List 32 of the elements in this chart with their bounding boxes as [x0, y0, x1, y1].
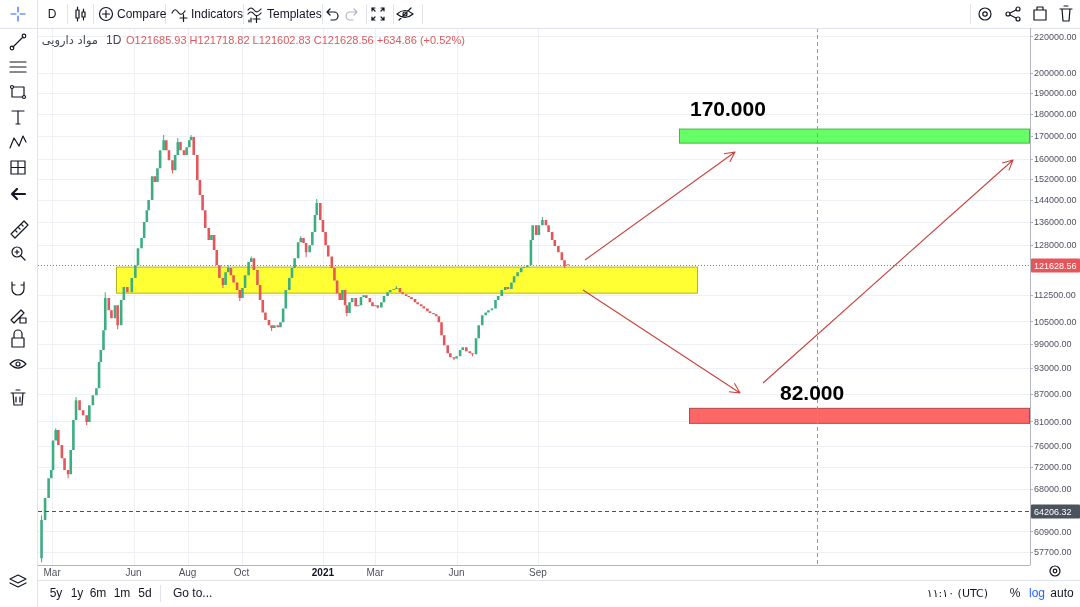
y-tick-label: 220000.00 [1034, 31, 1077, 42]
x-tick-label: Mar [366, 567, 385, 578]
y-tick-label: 190000.00 [1034, 88, 1077, 99]
subtitle: 1D [106, 33, 122, 47]
x-tick-label: Sep [529, 567, 548, 578]
y-tick-label: 105000.00 [1034, 316, 1077, 327]
y-tick-label: 112500.00 [1034, 290, 1076, 301]
y-tick-label: 81000.00 [1034, 416, 1072, 427]
title: مواد دارویی [41, 33, 98, 47]
y-tick-label: 144000.00 [1034, 194, 1077, 205]
y-tick-label: 60900.00 [1034, 526, 1072, 537]
y-tick-label: 160000.00 [1034, 154, 1077, 165]
y-tick-label: 87000.00 [1034, 389, 1072, 400]
y-tick-label: 128000.00 [1034, 240, 1077, 251]
y-tick-label: 99000.00 [1034, 339, 1072, 350]
x-tick-label: Mar [43, 567, 62, 578]
ref-line-label: 64206.32 [1034, 506, 1072, 517]
y-tick-label: 68000.00 [1034, 484, 1072, 495]
x-tick-label: 2021 [311, 567, 335, 578]
y-tick-label: 72000.00 [1034, 462, 1072, 472]
x-tick-label: Oct [233, 567, 250, 578]
y-tick-label: 57700.00 [1034, 547, 1072, 558]
y-tick-label: 200000.00 [1034, 68, 1077, 79]
y-tick-label: 170000.00 [1034, 131, 1077, 142]
y-tick-label: 180000.00 [1034, 109, 1077, 119]
y-tick-label: 152000.00 [1034, 174, 1077, 185]
x-tick-label: Jun [125, 567, 142, 578]
x-tick-label: Aug [178, 567, 197, 578]
x-tick-label: Jun [448, 567, 465, 578]
y-tick-label: 93000.00 [1034, 363, 1072, 374]
y-tick-label: 136000.00 [1034, 216, 1077, 227]
y-tick-label: 76000.00 [1034, 441, 1072, 452]
